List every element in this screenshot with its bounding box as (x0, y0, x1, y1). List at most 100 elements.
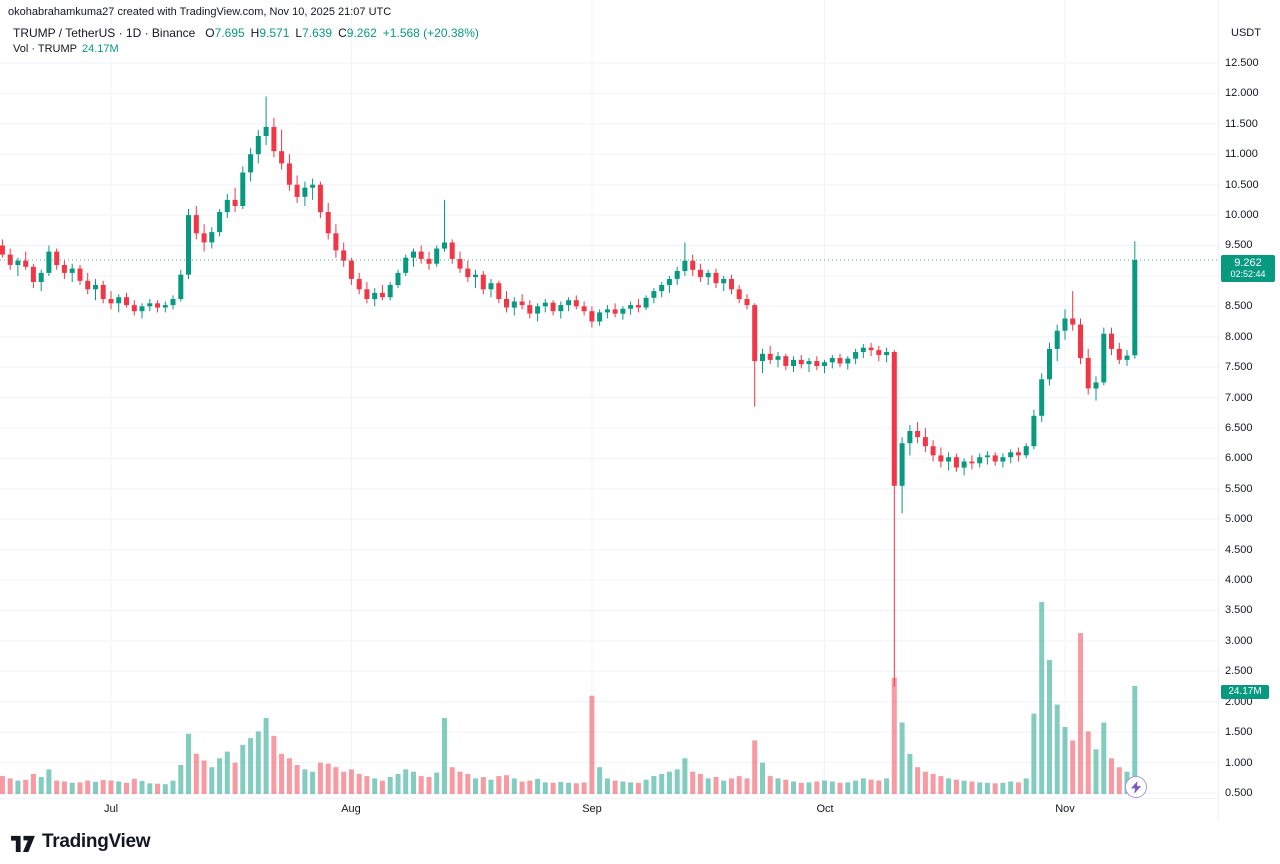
volume-bar (915, 767, 921, 794)
candle (387, 282, 393, 301)
volume-bar (178, 765, 184, 794)
tradingview-logo[interactable]: TradingView (10, 831, 151, 853)
candle (891, 350, 897, 687)
volume-bar (54, 780, 60, 794)
candle (721, 275, 727, 292)
price-tick-label: 11.500 (1225, 118, 1258, 130)
volume-bar (930, 773, 936, 794)
volume-bar (504, 775, 509, 794)
candle (15, 257, 21, 276)
candle (930, 440, 936, 462)
price-tick-label: 2.000 (1225, 696, 1253, 708)
candle (597, 309, 603, 326)
volume-bar (356, 773, 362, 794)
volume-bar (907, 753, 913, 794)
volume-bar (612, 780, 618, 794)
candle (845, 356, 851, 370)
volume-bar (1031, 713, 1037, 794)
time-axis[interactable]: Jul Aug Sep Oct Nov (0, 798, 1218, 821)
footer: TradingView (0, 820, 1280, 864)
volume-bar (310, 771, 316, 794)
candle (1062, 309, 1068, 340)
candle (442, 199, 447, 252)
candle (1101, 327, 1107, 386)
candle (868, 342, 874, 357)
candle (1132, 241, 1138, 359)
volume-bar (690, 771, 696, 794)
bar-countdown: 02:52:44 (1230, 269, 1266, 279)
candle (853, 348, 859, 365)
price-tick-label: 8.500 (1225, 300, 1253, 312)
volume-bar (263, 718, 269, 794)
volume-bar (232, 762, 238, 794)
symbol-title[interactable]: TRUMP / TetherUS · 1D · Binance (13, 26, 196, 40)
volume-bar (729, 778, 734, 794)
volume-badge: 24.17M (1221, 685, 1269, 699)
volume-bar (341, 771, 347, 794)
volume-bar (899, 722, 905, 794)
volume-bar (403, 769, 409, 794)
volume-bar (15, 780, 21, 794)
volume-bar (457, 771, 463, 794)
volume-bar (666, 771, 672, 794)
candle (77, 265, 83, 285)
volume-bar (674, 769, 680, 794)
candle (612, 303, 618, 318)
candle (504, 291, 509, 313)
volume-bar (550, 782, 556, 794)
candle (310, 178, 316, 200)
candle (209, 227, 215, 249)
candles-layer (0, 96, 1138, 687)
price-change: +1.568 (+20.38%) (382, 26, 479, 40)
candle (162, 301, 168, 313)
price-tick-label: 6.500 (1225, 422, 1253, 434)
volume-bar (922, 771, 928, 794)
volume-bar (372, 778, 378, 794)
candle (411, 248, 416, 267)
candle (434, 245, 440, 267)
volume-bar (573, 783, 579, 794)
volume-bar (473, 778, 478, 794)
ohlc-high: H9.571 (250, 26, 290, 40)
volume-bar (248, 738, 254, 794)
candle (1008, 449, 1014, 464)
volume-bar (992, 783, 998, 794)
price-tick-label: 0.500 (1225, 787, 1253, 799)
volume-bar (837, 782, 843, 794)
tradingview-logo-text: TradingView (42, 831, 151, 852)
volume-bar (434, 772, 440, 794)
volume-bar (511, 778, 517, 794)
chart-legend: TRUMP / TetherUS · 1D · Binance O7.695 H… (13, 26, 479, 55)
volume-bar (814, 781, 820, 794)
volume-bar (1109, 758, 1114, 794)
volume-bar (69, 782, 75, 794)
volume-bar (186, 733, 191, 794)
volume-bar (418, 776, 424, 794)
volume-bar (946, 778, 952, 794)
price-tick-label: 8.000 (1225, 331, 1253, 343)
volume-bar (294, 765, 300, 794)
flash-button[interactable] (1125, 776, 1147, 798)
volume-bar (535, 778, 541, 794)
candle (116, 294, 122, 313)
price-tick-label: 7.000 (1225, 392, 1253, 404)
volume-bar (566, 782, 572, 794)
price-axis[interactable]: USDT 9.262 02:52:44 24.17M 12.500 12.000 1… (1218, 0, 1280, 820)
volume-bar (426, 777, 432, 794)
candle (496, 280, 502, 304)
volume-bar (891, 677, 897, 794)
volume-bar (558, 781, 564, 794)
volume-bar (860, 778, 866, 794)
candle (666, 275, 672, 293)
volume-bar (93, 781, 98, 794)
candle (193, 206, 199, 240)
ohlc-open: O7.695 (205, 26, 245, 40)
time-tick-label: Oct (816, 803, 834, 815)
candle (38, 269, 44, 292)
ohlc-close: C9.262 (338, 26, 377, 40)
candle (922, 428, 928, 453)
candle (814, 356, 820, 371)
candle (736, 285, 742, 304)
candle (938, 447, 944, 468)
chart-canvas[interactable] (0, 0, 1218, 798)
